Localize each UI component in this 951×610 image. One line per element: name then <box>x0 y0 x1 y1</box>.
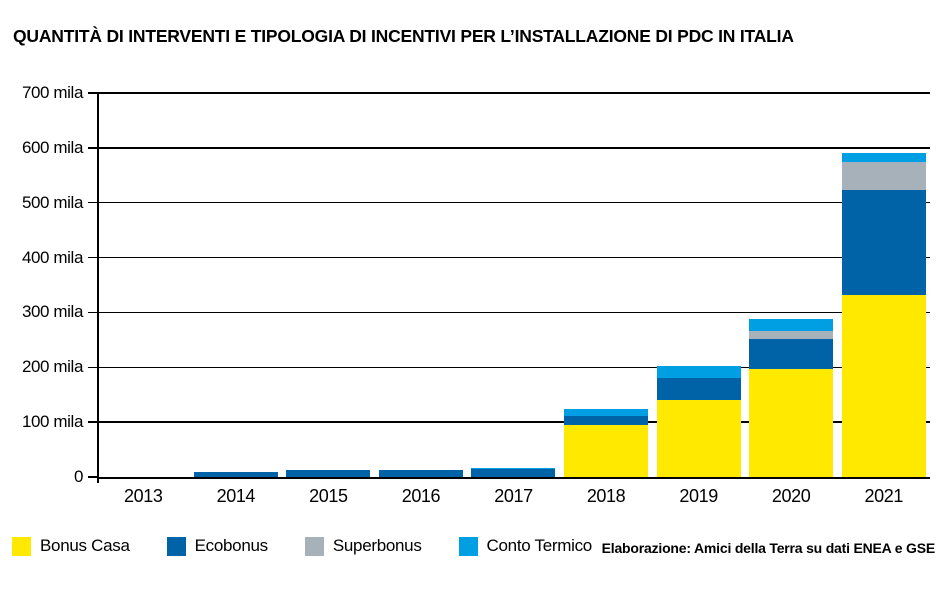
bar-segment-ecobonus <box>564 415 649 425</box>
legend-swatch-ecobonus <box>166 536 186 556</box>
legend-item-superbonus: Superbonus <box>304 536 422 556</box>
y-axis-tick-label: 400 mila <box>21 247 83 267</box>
bar-column-2018 <box>560 93 653 477</box>
bar-segment-bonus-casa <box>564 424 649 477</box>
bar-column-2016 <box>375 93 468 477</box>
x-axis-label-2015: 2015 <box>309 486 348 506</box>
y-axis-tick-label: 500 mila <box>21 192 83 212</box>
legend: Bonus Casa Ecobonus Superbonus Conto Termic… <box>12 536 592 556</box>
gridline <box>97 366 930 368</box>
stacked-bar-2017 <box>471 467 556 477</box>
bar-column-2021 <box>837 93 930 477</box>
legend-label-conto-termico: Conto Termico <box>486 536 593 555</box>
legend-label-bonus-casa: Bonus Casa <box>40 536 130 555</box>
y-axis-line <box>97 93 99 483</box>
gridline <box>97 256 930 259</box>
stacked-bar-2015 <box>286 470 371 477</box>
y-axis-tick-mark <box>88 256 97 259</box>
bar-segment-ecobonus <box>656 378 741 401</box>
bar-segment-ecobonus <box>841 189 926 296</box>
x-axis-label-2016: 2016 <box>401 486 441 506</box>
gridline <box>97 311 930 314</box>
gridline <box>97 147 930 149</box>
bar-segment-superbonus <box>841 161 926 190</box>
x-axis-baseline <box>97 477 930 479</box>
legend-label-superbonus: Superbonus <box>332 536 422 555</box>
bar-segment-ecobonus <box>193 471 278 477</box>
bar-column-2017 <box>467 93 560 477</box>
x-axis-label-2019: 2019 <box>679 486 718 506</box>
bar-column-2014 <box>190 93 283 477</box>
x-axis-label-2018: 2018 <box>586 486 626 506</box>
y-axis-tick-mark <box>88 92 97 94</box>
y-axis-tick-label: 200 mila <box>21 357 83 377</box>
bar-segment-bonus-casa <box>749 368 834 477</box>
stacked-bar-2014 <box>193 471 278 477</box>
gridline <box>97 421 930 423</box>
y-axis-tick-mark <box>88 147 97 149</box>
y-axis-tick-mark <box>88 311 97 314</box>
bar-segment-ecobonus <box>749 339 834 369</box>
bar-segment-conto-termico <box>749 318 834 332</box>
legend-label-ecobonus: Ecobonus <box>194 536 269 555</box>
plot-area: 0 100 mila 200 mila 300 mila 400 mila 500 mil… <box>22 83 930 506</box>
y-axis-tick-label: 300 mila <box>21 302 83 322</box>
y-axis-tick-label: 0 <box>73 467 83 486</box>
y-axis-tick-label: 100 mila <box>21 412 83 432</box>
x-axis-label-2017: 2017 <box>494 486 533 506</box>
y-axis-tick-label: 600 mila <box>21 137 83 157</box>
stacked-bar-2016 <box>378 470 463 477</box>
bar-segment-superbonus <box>749 331 834 340</box>
chart-title: QUANTITÀ DI INTERVENTI E TIPOLOGIA DI IN… <box>13 26 794 46</box>
legend-item-bonus-casa: Bonus Casa <box>12 536 130 556</box>
gridline <box>97 92 930 94</box>
x-axis-label-2014: 2014 <box>216 486 256 506</box>
bar-segment-conto-termico <box>471 467 556 470</box>
bar-column-2020 <box>745 93 838 477</box>
bar-segment-ecobonus <box>378 470 463 477</box>
x-axis-label-2021: 2021 <box>864 486 903 506</box>
bar-segment-ecobonus <box>286 470 371 477</box>
bar-segment-conto-termico <box>841 153 926 162</box>
y-axis-tick-label: 700 mila <box>21 83 83 102</box>
y-axis-tick-mark <box>88 202 97 204</box>
bar-segment-bonus-casa <box>841 295 926 477</box>
bar-segment-conto-termico <box>564 409 649 416</box>
bar-column-2019 <box>652 93 745 477</box>
bar-segment-ecobonus <box>471 469 556 477</box>
x-axis-label-2013: 2013 <box>124 486 163 506</box>
gridline <box>97 202 930 204</box>
bar-segment-bonus-casa <box>656 400 741 477</box>
legend-item-conto-termico: Conto Termico <box>458 536 593 556</box>
stacked-bar-2018 <box>564 409 649 477</box>
bar-column-2013 <box>97 93 190 477</box>
legend-swatch-superbonus <box>304 536 324 556</box>
y-axis-tick-mark <box>88 366 97 368</box>
stacked-bar-2021 <box>841 153 926 477</box>
y-axis-tick-mark <box>88 421 97 423</box>
y-axis-tick-mark <box>88 476 97 478</box>
stacked-bar-2020 <box>749 318 834 477</box>
legend-swatch-conto-termico <box>458 536 478 556</box>
stacked-bar-2019 <box>656 366 741 477</box>
attribution-text: Elaborazione: Amici della Terra su dati … <box>601 540 936 556</box>
bar-column-2015 <box>282 93 375 477</box>
legend-swatch-bonus-casa <box>12 536 31 556</box>
legend-item-ecobonus: Ecobonus <box>166 536 269 556</box>
x-axis-label-2020: 2020 <box>771 486 811 506</box>
bar-segment-conto-termico <box>656 366 741 379</box>
